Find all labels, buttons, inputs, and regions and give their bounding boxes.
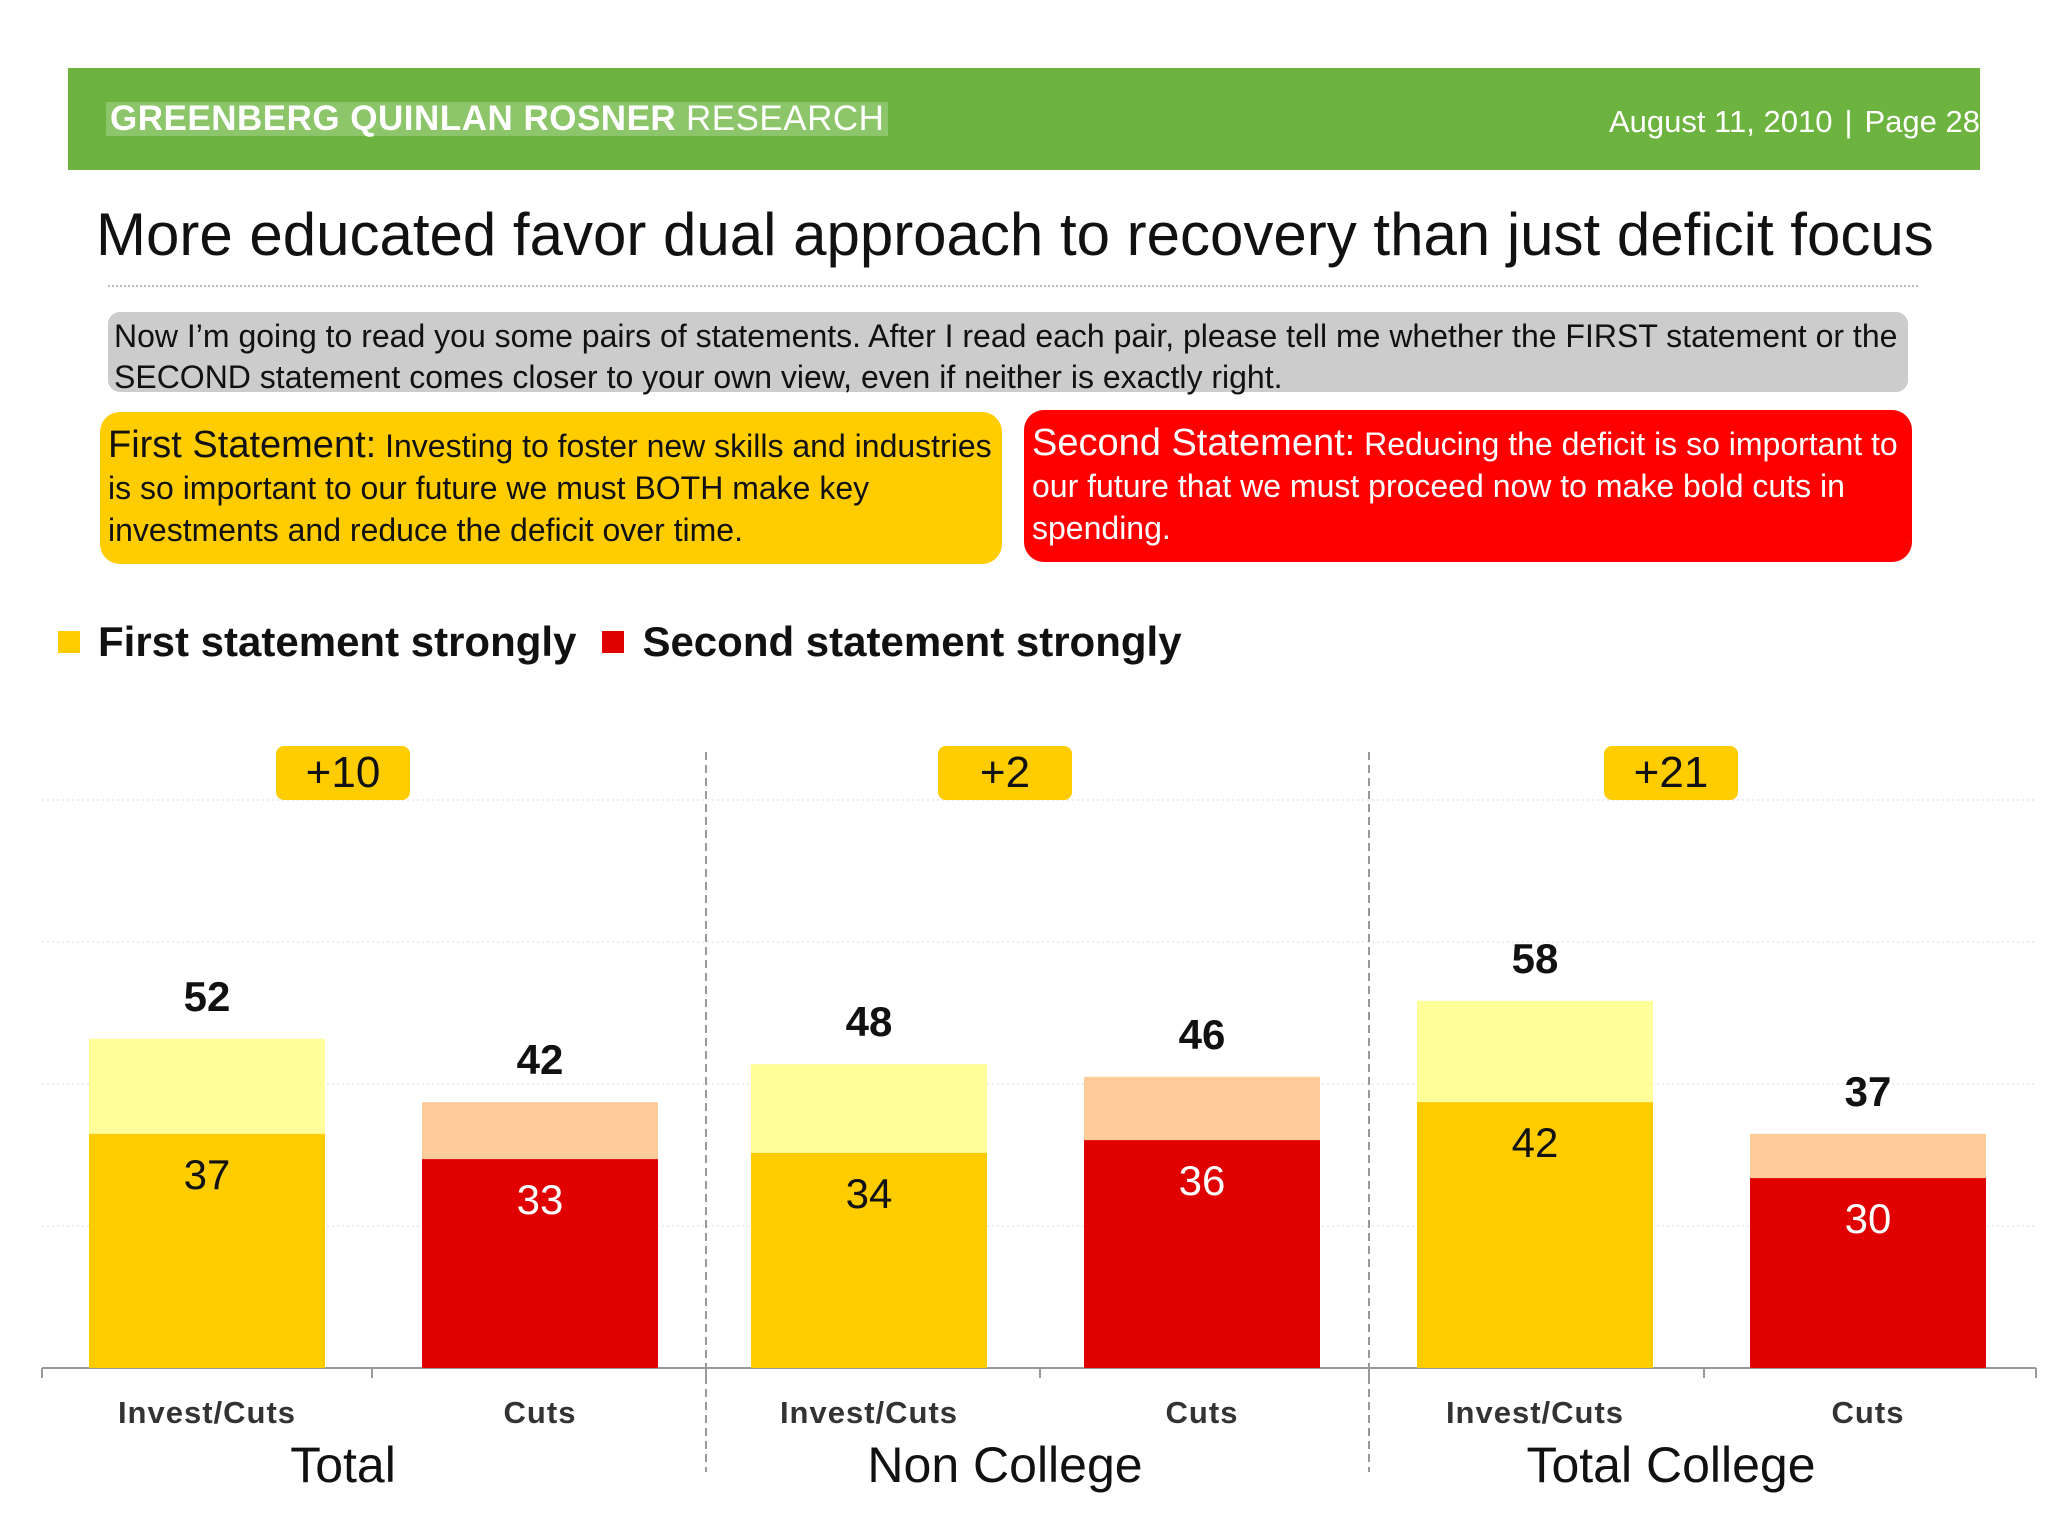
margin-badge [1604, 746, 1738, 800]
bar-strong-segment [422, 1159, 658, 1368]
meta-separator: | [1844, 104, 1853, 139]
bar-strong-segment [751, 1152, 987, 1368]
bar-strong-value: 34 [846, 1170, 893, 1217]
bar-strong-value: 33 [517, 1176, 564, 1223]
bar-category-label: Cuts [1166, 1395, 1239, 1430]
margin-label: +21 [1634, 748, 1709, 797]
bar-category-label: Invest/Cuts [118, 1395, 296, 1430]
margin-badge [938, 746, 1072, 800]
bar-strong-segment [89, 1133, 325, 1368]
bar-category-label: Invest/Cuts [780, 1395, 958, 1430]
bar-total-value: 42 [517, 1036, 564, 1083]
margin-label: +10 [306, 748, 381, 797]
bar-strong-segment [1084, 1140, 1320, 1368]
bar-total-segment [1417, 1000, 1653, 1103]
bar-total-value: 48 [846, 998, 893, 1045]
question-box: Now I’m going to read you some pairs of … [108, 312, 1908, 395]
bar-total-segment [89, 1038, 325, 1134]
second-statement-label: Second Statement: [1032, 422, 1356, 464]
legend-label-first: First statement strongly [98, 618, 577, 665]
first-statement-label: First Statement: [108, 424, 377, 466]
first-statement-text: Investing to foster new skills and indus… [108, 428, 992, 548]
bar-total-value: 58 [1512, 935, 1559, 982]
bar-category-label: Cuts [1832, 1395, 1905, 1430]
margin-badge [276, 746, 410, 800]
bar-strong-value: 37 [184, 1151, 231, 1198]
legend-swatch-first [58, 631, 80, 653]
first-statement-box: First Statement: Investing to foster new… [100, 412, 1002, 564]
second-statement-text: Reducing the deficit is so important to … [1032, 426, 1898, 546]
bar-category-label: Invest/Cuts [1446, 1395, 1624, 1430]
bar-strong-value: 36 [1179, 1157, 1226, 1204]
header-bar: GREENBERG QUINLAN ROSNER RESEARCH August… [68, 68, 1980, 170]
bar-strong-segment [1750, 1178, 1986, 1368]
bar-total-value: 37 [1845, 1068, 1892, 1115]
bar-total-segment [422, 1102, 658, 1160]
brand-logo: GREENBERG QUINLAN ROSNER RESEARCH [106, 99, 889, 138]
legend-swatch-second [602, 631, 625, 653]
margin-label: +2 [980, 748, 1030, 797]
bar-total-segment [1084, 1076, 1320, 1141]
bar-chart: +10 Total 52 37 Invest/Cuts 42 33 Cuts +2 Non Col… [41, 746, 2037, 1493]
group-label: Total College [1526, 1437, 1815, 1493]
bar-strong-segment [1417, 1102, 1653, 1368]
legend-label-second: Second statement strongly [642, 618, 1182, 665]
group-label: Total [290, 1437, 396, 1493]
page-number: Page 28 [1864, 104, 1981, 139]
second-statement-box: Second Statement: Reducing the deficit i… [1024, 410, 1912, 562]
bar-strong-value: 42 [1512, 1119, 1559, 1166]
group-label: Non College [867, 1437, 1142, 1493]
bar-total-value: 52 [184, 973, 231, 1020]
report-date: August 11, 2010 [1608, 104, 1833, 139]
brand-name-bold: GREENBERG QUINLAN ROSNER [110, 99, 677, 138]
header-meta: August 11, 2010 | Page 28 [1609, 104, 1980, 140]
bar-category-label: Cuts [504, 1395, 577, 1430]
brand-name-light: RESEARCH [685, 99, 885, 138]
chart-legend: First statement strongly Second statemen… [58, 614, 1182, 670]
bar-total-segment [751, 1064, 987, 1153]
bar-total-value: 46 [1179, 1011, 1226, 1058]
title-divider [108, 285, 1918, 287]
bar-strong-value: 30 [1845, 1195, 1892, 1242]
bar-total-segment [1750, 1133, 1986, 1179]
page-title: More educated favor dual approach to rec… [96, 201, 1934, 268]
